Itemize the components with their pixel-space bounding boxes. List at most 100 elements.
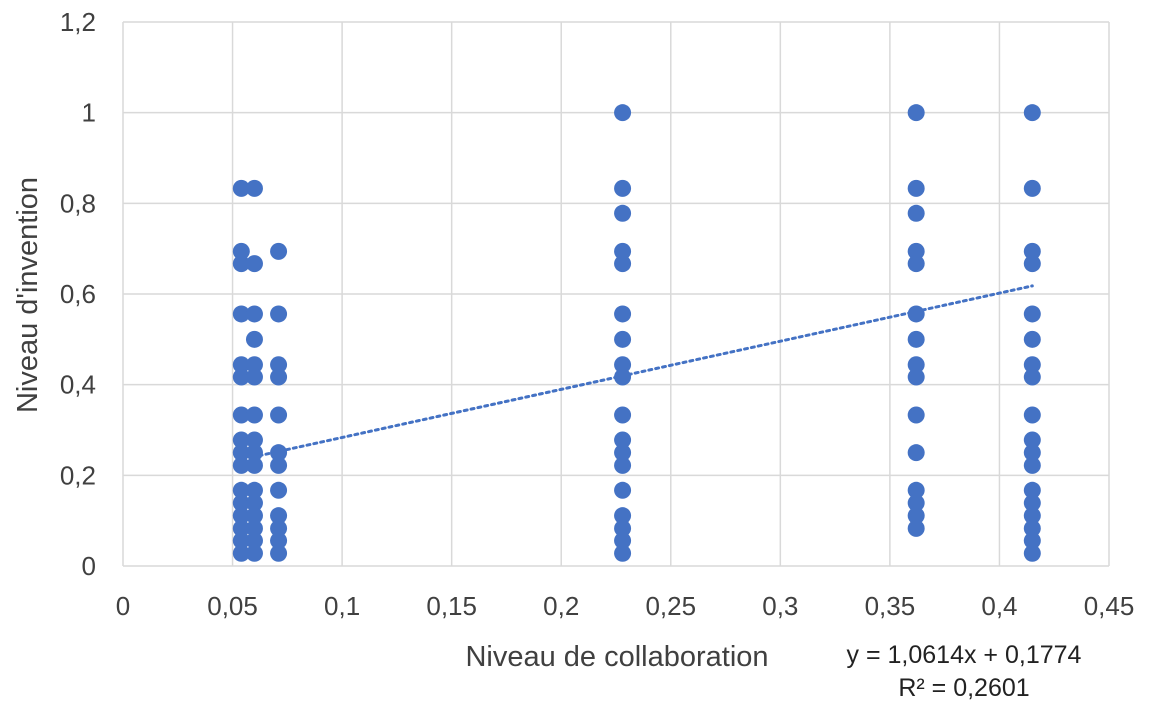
y-tick-label: 0,6 xyxy=(60,279,96,309)
data-point xyxy=(245,255,263,273)
data-point xyxy=(270,544,288,562)
x-tick-label: 0,1 xyxy=(324,591,360,621)
y-tick-label: 0,2 xyxy=(60,460,96,490)
data-point xyxy=(1023,494,1041,512)
y-axis-title: Niveau d'invention xyxy=(12,177,44,413)
data-point xyxy=(245,406,263,424)
data-point xyxy=(1023,104,1041,122)
data-point xyxy=(614,255,632,273)
data-point xyxy=(614,204,632,222)
data-point xyxy=(245,519,263,537)
data-point xyxy=(1023,242,1041,260)
data-point xyxy=(907,519,925,537)
x-tick-label: 0,3 xyxy=(762,591,798,621)
data-point xyxy=(245,456,263,474)
data-point xyxy=(232,305,250,323)
data-point xyxy=(1023,255,1041,273)
trendline-r-squared: R² = 0,2601 xyxy=(898,674,1029,702)
data-point xyxy=(270,444,288,462)
data-point xyxy=(907,242,925,260)
data-point xyxy=(907,494,925,512)
data-point xyxy=(614,444,632,462)
x-tick-label: 0,35 xyxy=(865,591,916,621)
data-point xyxy=(614,242,632,260)
axis-ticks: 0 0,05 0,1 0,15 0,2 0,25 0,3 0,35 0,4 0,45 0 0,2 0,4… xyxy=(60,7,1134,621)
data-point xyxy=(232,507,250,525)
data-point xyxy=(232,368,250,386)
data-point xyxy=(232,431,250,449)
x-tick-label: 0,2 xyxy=(543,591,579,621)
data-point xyxy=(270,356,288,374)
data-point xyxy=(1023,544,1041,562)
y-tick-label: 0 xyxy=(82,551,96,581)
data-point xyxy=(614,544,632,562)
grid-lines xyxy=(122,21,1110,567)
data-point xyxy=(1023,532,1041,550)
data-point xyxy=(1023,305,1041,323)
data-point xyxy=(232,519,250,537)
data-point xyxy=(614,104,632,122)
data-point xyxy=(270,305,288,323)
data-point xyxy=(270,368,288,386)
data-point xyxy=(907,305,925,323)
data-point xyxy=(1023,368,1041,386)
trendline-layer xyxy=(250,284,1034,459)
data-point xyxy=(270,406,288,424)
data-point xyxy=(232,481,250,499)
data-point xyxy=(907,356,925,374)
trendline-equation: y = 1,0614x + 0,1774 xyxy=(847,641,1082,669)
data-point xyxy=(614,532,632,550)
data-point xyxy=(245,330,263,348)
data-point xyxy=(907,204,925,222)
data-point xyxy=(1023,481,1041,499)
data-point xyxy=(907,330,925,348)
data-point xyxy=(232,406,250,424)
data-point xyxy=(907,481,925,499)
data-point xyxy=(245,179,263,197)
data-point xyxy=(1023,456,1041,474)
data-point xyxy=(614,179,632,197)
data-point xyxy=(232,456,250,474)
x-tick-label: 0,15 xyxy=(426,591,477,621)
data-point xyxy=(907,406,925,424)
data-point xyxy=(232,544,250,562)
data-point xyxy=(1023,519,1041,537)
data-point xyxy=(1023,406,1041,424)
data-point xyxy=(1023,330,1041,348)
data-point xyxy=(1023,356,1041,374)
data-point xyxy=(614,368,632,386)
data-point xyxy=(232,356,250,374)
data-point xyxy=(1023,444,1041,462)
data-point xyxy=(270,519,288,537)
data-point xyxy=(907,368,925,386)
data-point xyxy=(614,507,632,525)
data-point xyxy=(270,507,288,525)
data-point xyxy=(245,431,263,449)
data-point xyxy=(245,444,263,462)
data-point xyxy=(245,305,263,323)
data-point xyxy=(907,444,925,462)
data-point xyxy=(232,532,250,550)
data-point xyxy=(907,255,925,273)
data-point xyxy=(245,356,263,374)
y-tick-label: 0,4 xyxy=(60,370,96,400)
x-axis-title: Niveau de collaboration xyxy=(465,641,768,673)
x-tick-label: 0,05 xyxy=(207,591,258,621)
data-point xyxy=(232,444,250,462)
data-point xyxy=(614,456,632,474)
data-point xyxy=(614,330,632,348)
data-point xyxy=(245,494,263,512)
data-point xyxy=(245,532,263,550)
data-point xyxy=(270,481,288,499)
data-point xyxy=(245,544,263,562)
data-point xyxy=(614,481,632,499)
data-point xyxy=(245,481,263,499)
data-point xyxy=(614,356,632,374)
data-point xyxy=(245,507,263,525)
data-point xyxy=(614,519,632,537)
data-point xyxy=(232,242,250,260)
data-point xyxy=(270,456,288,474)
data-point xyxy=(270,242,288,260)
x-tick-label: 0,4 xyxy=(981,591,1017,621)
